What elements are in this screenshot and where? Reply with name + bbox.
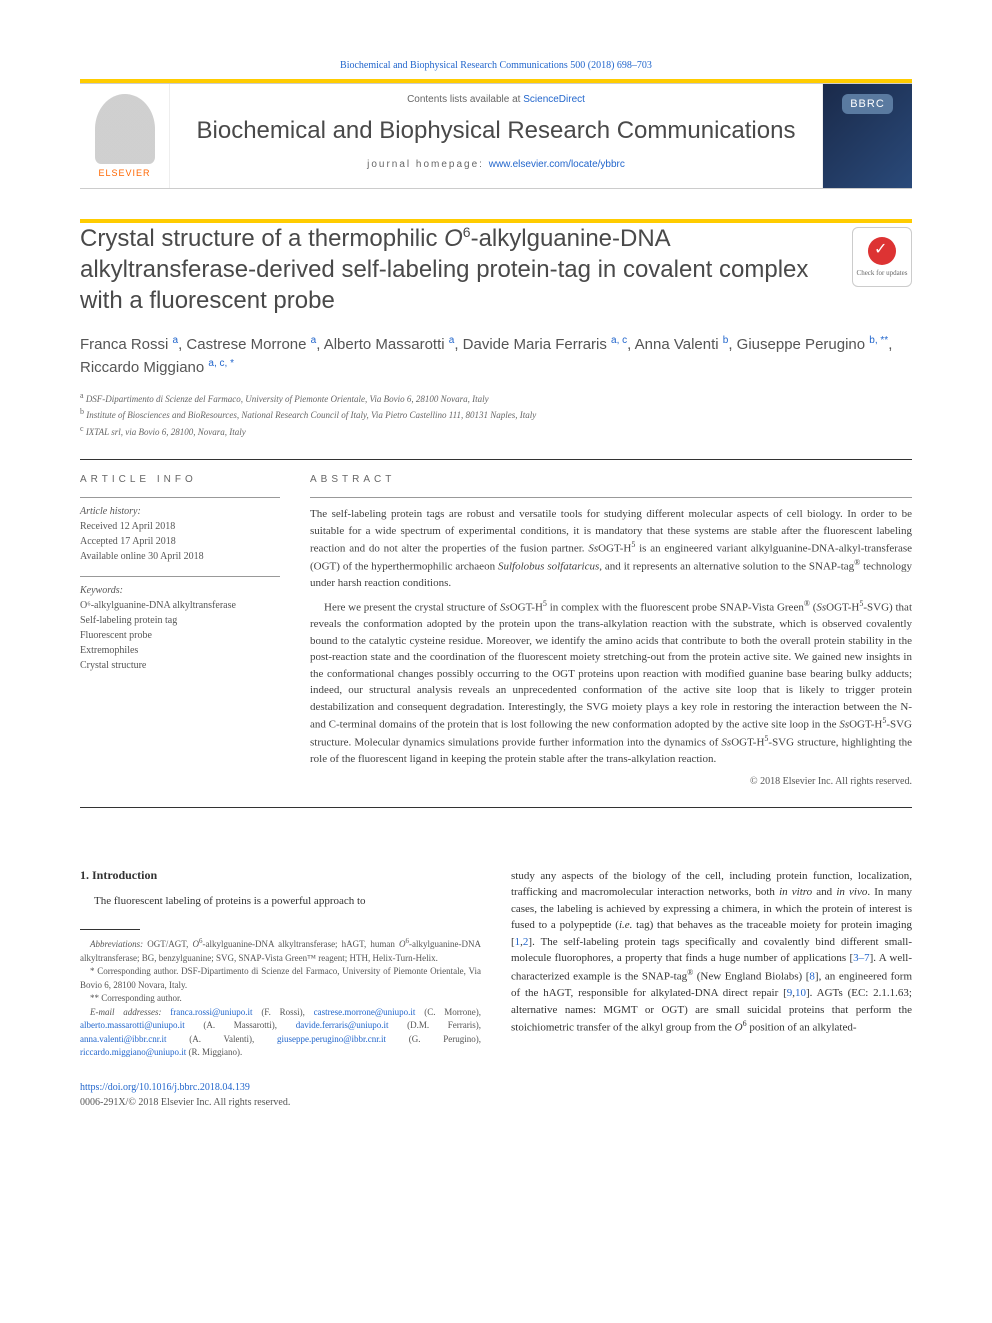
abstract-copyright: © 2018 Elsevier Inc. All rights reserved… — [310, 776, 912, 787]
abstract-text: The self-labeling protein tags are robus… — [310, 506, 912, 768]
abstract-para-1: The self-labeling protein tags are robus… — [310, 506, 912, 592]
abstract-para-2: Here we present the crystal structure of… — [310, 598, 912, 768]
issn-copyright: 0006-291X/© 2018 Elsevier Inc. All right… — [80, 1097, 290, 1108]
history-label: Article history: — [80, 506, 280, 517]
homepage-prefix: journal homepage: — [367, 159, 489, 170]
body-right-column: study any aspects of the biology of the … — [511, 868, 912, 1110]
journal-header-box: ELSEVIER Contents lists available at Sci… — [80, 79, 912, 223]
divider-bottom — [80, 807, 912, 808]
abstract-heading: ABSTRACT — [310, 474, 912, 485]
keywords-list: O⁶-alkylguanine-DNA alkyltransferase Sel… — [80, 598, 280, 673]
abstract-column: ABSTRACT The self-labeling protein tags … — [310, 474, 912, 787]
footnote-corresponding-1: * Corresponding author. DSF-Dipartimento… — [80, 965, 481, 992]
intro-para-right: study any aspects of the biology of the … — [511, 868, 912, 1036]
article-title: Crystal structure of a thermophilic O6-a… — [80, 223, 912, 317]
contents-lists-line: Contents lists available at ScienceDirec… — [190, 94, 802, 105]
elsevier-logo[interactable]: ELSEVIER — [80, 84, 170, 188]
bbrc-label: BBRC — [842, 94, 893, 114]
bbrc-cover-badge[interactable]: BBRC — [822, 84, 912, 188]
elsevier-tree-icon — [95, 94, 155, 164]
footnote-abbreviations: Abbreviations: OGT/AGT, O6-alkylguanine-… — [80, 936, 481, 965]
contents-prefix: Contents lists available at — [407, 94, 523, 105]
authors-list: Franca Rossi a, Castrese Morrone a, Albe… — [80, 333, 912, 380]
journal-name: Biochemical and Biophysical Research Com… — [190, 117, 802, 145]
history-lines: Received 12 April 2018 Accepted 17 April… — [80, 519, 280, 564]
citation-header: Biochemical and Biophysical Research Com… — [80, 60, 912, 71]
keywords-label: Keywords: — [80, 585, 280, 596]
doi-block: https://doi.org/10.1016/j.bbrc.2018.04.1… — [80, 1080, 481, 1110]
check-for-updates-badge[interactable]: ✓ Check for updates — [852, 227, 912, 287]
affiliation-b: b Institute of Biosciences and BioResour… — [80, 406, 912, 423]
footnote-rule — [80, 929, 140, 930]
elsevier-label: ELSEVIER — [98, 168, 150, 178]
body-left-column: 1. Introduction The fluorescent labeling… — [80, 868, 481, 1110]
sciencedirect-link[interactable]: ScienceDirect — [523, 94, 585, 105]
footnote-corresponding-2: ** Corresponding author. — [80, 992, 481, 1006]
check-updates-text: Check for updates — [857, 269, 908, 277]
section-1-heading: 1. Introduction — [80, 868, 481, 883]
affiliations: a DSF-Dipartimento di Scienze del Farmac… — [80, 390, 912, 440]
divider-top — [80, 459, 912, 460]
affiliation-a: a DSF-Dipartimento di Scienze del Farmac… — [80, 390, 912, 407]
doi-link[interactable]: https://doi.org/10.1016/j.bbrc.2018.04.1… — [80, 1082, 250, 1093]
journal-homepage-line: journal homepage: www.elsevier.com/locat… — [190, 159, 802, 170]
intro-para-left: The fluorescent labeling of proteins is … — [80, 893, 481, 910]
article-info-heading: ARTICLE INFO — [80, 474, 280, 485]
affiliation-c: c IXTAL srl, via Bovio 6, 28100, Novara,… — [80, 423, 912, 440]
footnote-emails: E-mail addresses: franca.rossi@uniupo.it… — [80, 1006, 481, 1060]
article-info-column: ARTICLE INFO Article history: Received 1… — [80, 474, 280, 787]
crossmark-icon: ✓ — [868, 237, 896, 265]
homepage-link[interactable]: www.elsevier.com/locate/ybbrc — [489, 159, 625, 170]
